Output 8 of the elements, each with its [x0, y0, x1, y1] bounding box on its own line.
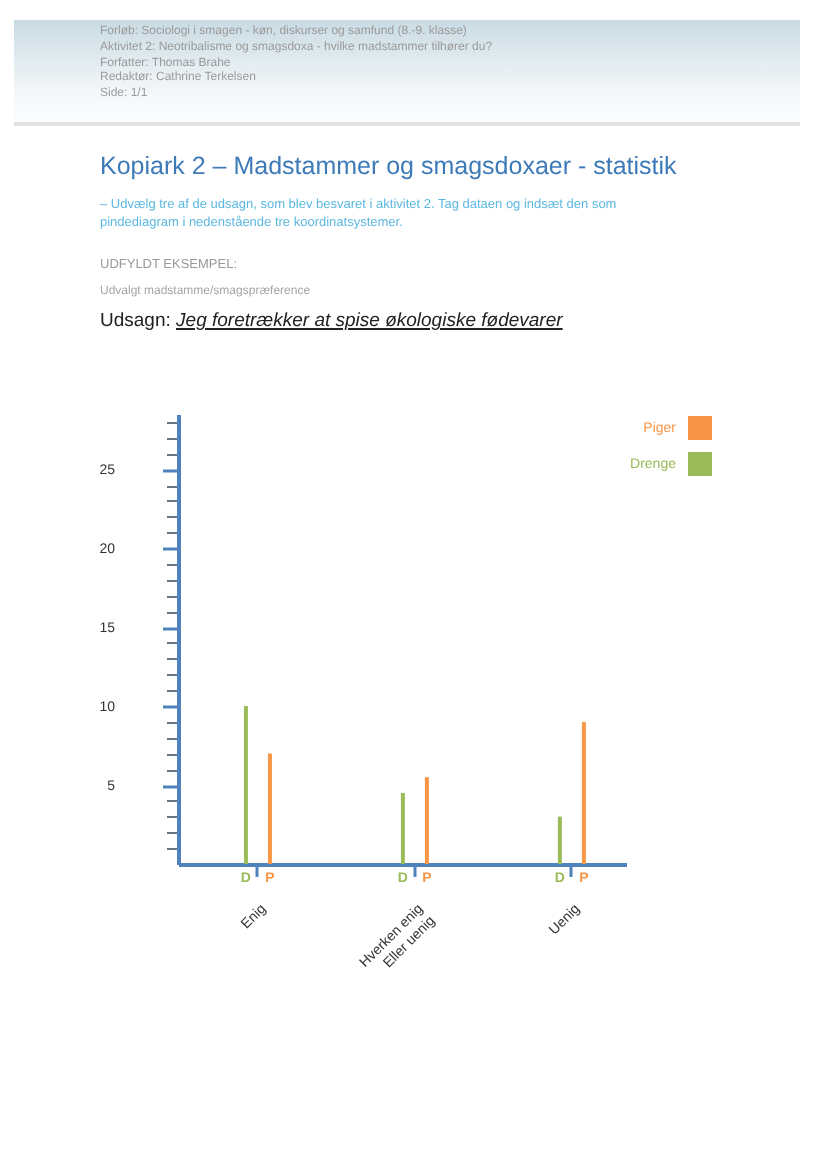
- bar: [581, 721, 586, 864]
- bar: [267, 753, 272, 864]
- bar: [243, 706, 248, 864]
- bar: [557, 816, 562, 864]
- text: Udsagn: Jeg foretrækker at spise økologiske fødevarer: [100, 310, 563, 332]
- bar: [424, 777, 429, 864]
- bar: [400, 792, 405, 864]
- chart-title: Kopiark 2 – Madstammer og smagsdoxaer - statistik: [100, 152, 677, 180]
